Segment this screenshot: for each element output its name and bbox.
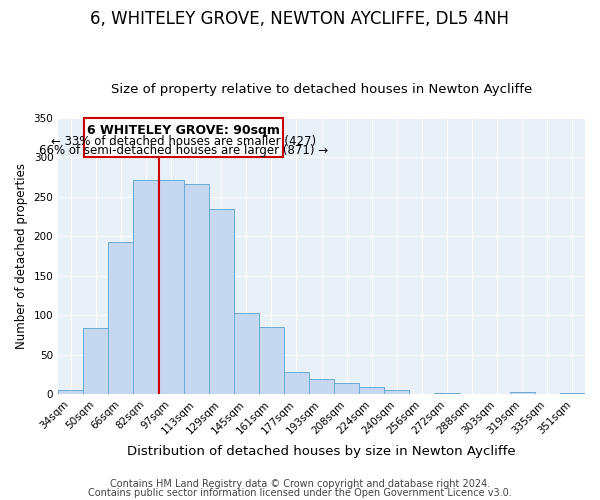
Bar <box>259 328 284 394</box>
Text: Contains public sector information licensed under the Open Government Licence v3: Contains public sector information licen… <box>88 488 512 498</box>
Bar <box>359 388 385 394</box>
Bar <box>434 393 460 394</box>
Bar <box>158 180 184 394</box>
Text: 6, WHITELEY GROVE, NEWTON AYCLIFFE, DL5 4NH: 6, WHITELEY GROVE, NEWTON AYCLIFFE, DL5 … <box>91 10 509 28</box>
Bar <box>209 209 234 394</box>
Bar <box>133 180 158 394</box>
Bar <box>510 392 535 394</box>
Bar <box>184 184 209 394</box>
Bar <box>309 380 334 394</box>
Text: ← 33% of detached houses are smaller (427): ← 33% of detached houses are smaller (42… <box>51 134 316 147</box>
Bar <box>334 382 359 394</box>
Bar <box>560 393 585 394</box>
Bar <box>284 372 309 394</box>
Text: 6 WHITELEY GROVE: 90sqm: 6 WHITELEY GROVE: 90sqm <box>87 124 280 138</box>
Bar <box>385 390 409 394</box>
Bar <box>58 390 83 394</box>
Bar <box>83 328 109 394</box>
Bar <box>234 313 259 394</box>
X-axis label: Distribution of detached houses by size in Newton Aycliffe: Distribution of detached houses by size … <box>127 444 516 458</box>
Bar <box>84 118 283 158</box>
Y-axis label: Number of detached properties: Number of detached properties <box>15 163 28 349</box>
Text: Contains HM Land Registry data © Crown copyright and database right 2024.: Contains HM Land Registry data © Crown c… <box>110 479 490 489</box>
Title: Size of property relative to detached houses in Newton Aycliffe: Size of property relative to detached ho… <box>111 83 532 96</box>
Text: 66% of semi-detached houses are larger (871) →: 66% of semi-detached houses are larger (… <box>39 144 328 157</box>
Bar <box>109 242 133 394</box>
